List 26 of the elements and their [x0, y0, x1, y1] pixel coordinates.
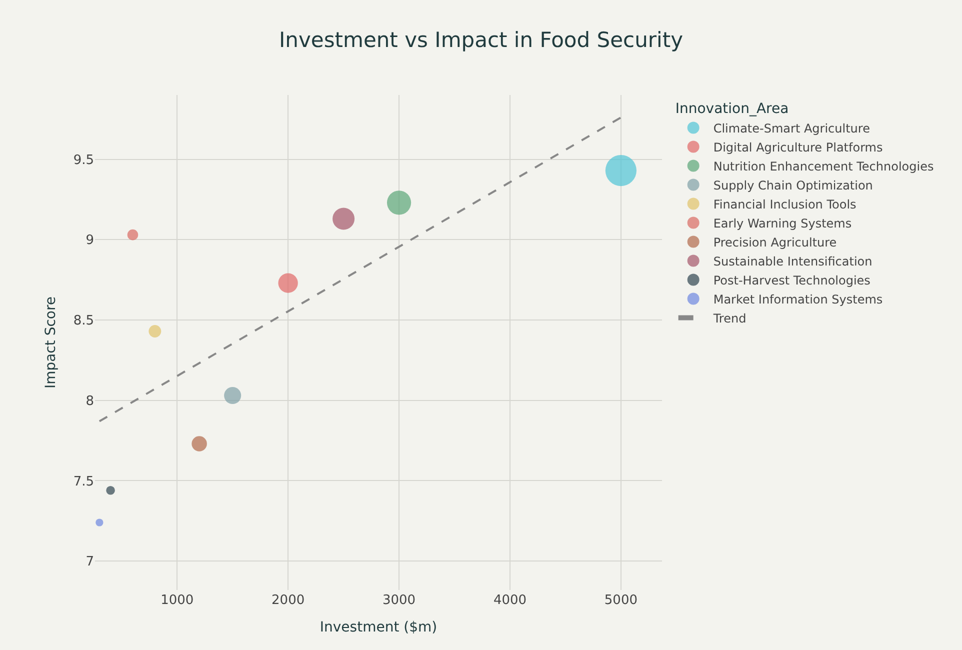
legend-label: Climate-Smart Agriculture — [713, 121, 870, 136]
y-tick-label: 7 — [86, 554, 94, 570]
x-tick-label: 1000 — [160, 593, 194, 608]
x-tick-label: 5000 — [604, 593, 638, 608]
chart-title: Investment vs Impact in Food Security — [278, 28, 684, 52]
y-tick-label: 7.5 — [73, 474, 94, 490]
legend-title: Innovation_Area — [675, 101, 789, 118]
legend-label: Post-Harvest Technologies — [713, 273, 870, 288]
x-tick-label: 3000 — [382, 593, 416, 608]
y-tick-label: 8.5 — [73, 314, 94, 329]
legend-label: Nutrition Enhancement Technologies — [713, 159, 934, 174]
y-axis-title: Impact Score — [42, 296, 59, 389]
legend-label: Digital Agriculture Platforms — [713, 140, 883, 154]
y-tick-label: 8 — [86, 394, 94, 409]
x-axis-title: Investment ($m) — [320, 619, 438, 636]
y-tick-label: 9 — [86, 233, 94, 248]
legend-label: Financial Inclusion Tools — [713, 197, 856, 212]
legend-label: Precision Agriculture — [713, 235, 837, 250]
x-tick-label: 4000 — [493, 593, 527, 608]
legend-label: Market Information Systems — [713, 292, 883, 306]
y-tick-label: 9.5 — [73, 152, 94, 168]
legend-label: Supply Chain Optimization — [713, 178, 873, 192]
legend-label: Sustainable Intensification — [713, 254, 872, 268]
legend-label: Trend — [712, 311, 746, 326]
legend-label: Early Warning Systems — [713, 216, 852, 230]
x-tick-label: 2000 — [272, 593, 305, 608]
